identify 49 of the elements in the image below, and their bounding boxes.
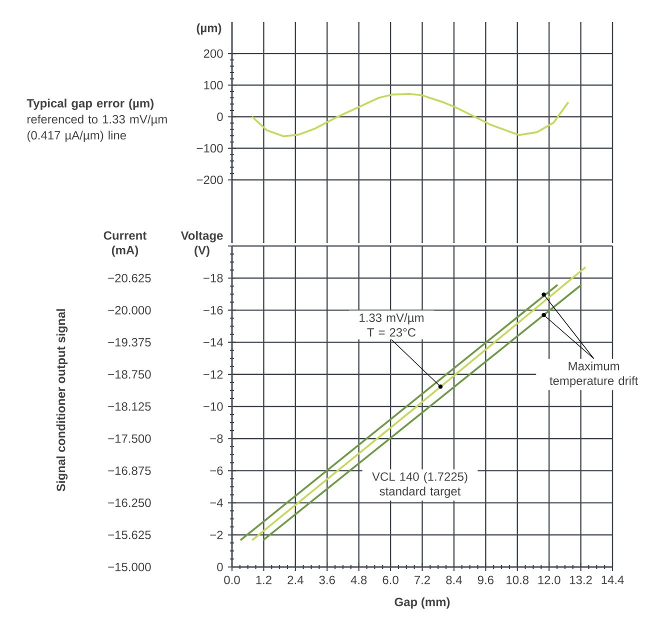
y-tick-label: 100 (204, 80, 223, 90)
x-tick-label: 9.6 (478, 576, 494, 584)
y2-tick-label: −16.250 (108, 498, 151, 508)
y-tick-label: −6 (210, 466, 223, 475)
x-tick-label: 10.8 (506, 576, 529, 584)
y-tick-label: −4 (210, 498, 223, 507)
y2-tick-label: −17.500 (108, 434, 151, 443)
y-tick-label: −14 (204, 338, 223, 346)
x-tick-label: 0.0 (224, 576, 240, 584)
y2-axis-title: Current (mA) (104, 231, 147, 257)
y-axis-title: (µm) (196, 23, 222, 35)
annotation: 1.33 mV/µm T = 23°C (360, 313, 424, 337)
x-tick-label: 7.2 (414, 576, 430, 584)
x-tick-label: 14.4 (602, 576, 624, 584)
y-tick-label: −2 (210, 530, 223, 540)
x-tick-label: 4.8 (350, 576, 367, 584)
line-series (251, 93, 570, 138)
y2-tick-label: −18.750 (108, 370, 151, 379)
y2-tick-label: −15.625 (108, 530, 151, 540)
annotation: VCL 140 (1.7225) standard target (372, 472, 468, 498)
x-tick-label: 12.0 (538, 576, 560, 584)
y-tick-label: −10 (204, 402, 223, 411)
x-tick-label: 2.4 (288, 576, 304, 584)
y-tick-label: −8 (210, 434, 223, 443)
y2-tick-label: −20.000 (108, 306, 151, 314)
y-tick-label: 200 (204, 49, 223, 58)
y2-tick-label: −18.125 (108, 402, 151, 411)
y-tick-label: 0 (217, 562, 223, 572)
text: Signal conditioner output signal (56, 309, 68, 492)
x-tick-label: 6.0 (382, 576, 398, 584)
x-tick-label: 1.2 (256, 576, 272, 584)
y2-tick-label: −16.875 (108, 466, 151, 475)
y-tick-label: −100 (196, 144, 223, 153)
x-tick-label: 8.4 (446, 576, 462, 584)
y-tick-label: −12 (204, 370, 223, 379)
text: referenced to 1.33 mV/µm (0.417 µA/µm) line (27, 114, 167, 142)
y2-tick-label: −20.625 (108, 274, 151, 282)
y-tick-label: −16 (204, 306, 223, 314)
x-tick-label: 13.2 (570, 576, 592, 584)
y2-tick-label: −19.375 (108, 338, 151, 347)
y-tick-label: −200 (196, 176, 223, 184)
y2-tick-label: −15.000 (108, 562, 151, 572)
text: Typical gap error (µm) (26, 98, 154, 110)
y-axis-title: Voltage (V) (180, 231, 223, 257)
y-tick-label: 0 (217, 112, 223, 121)
annotation: Maximum temperature drift (550, 362, 638, 388)
x-tick-label: 3.6 (319, 576, 335, 584)
y-tick-label: −18 (204, 274, 223, 282)
x-axis-title: Gap (mm) (394, 597, 450, 609)
